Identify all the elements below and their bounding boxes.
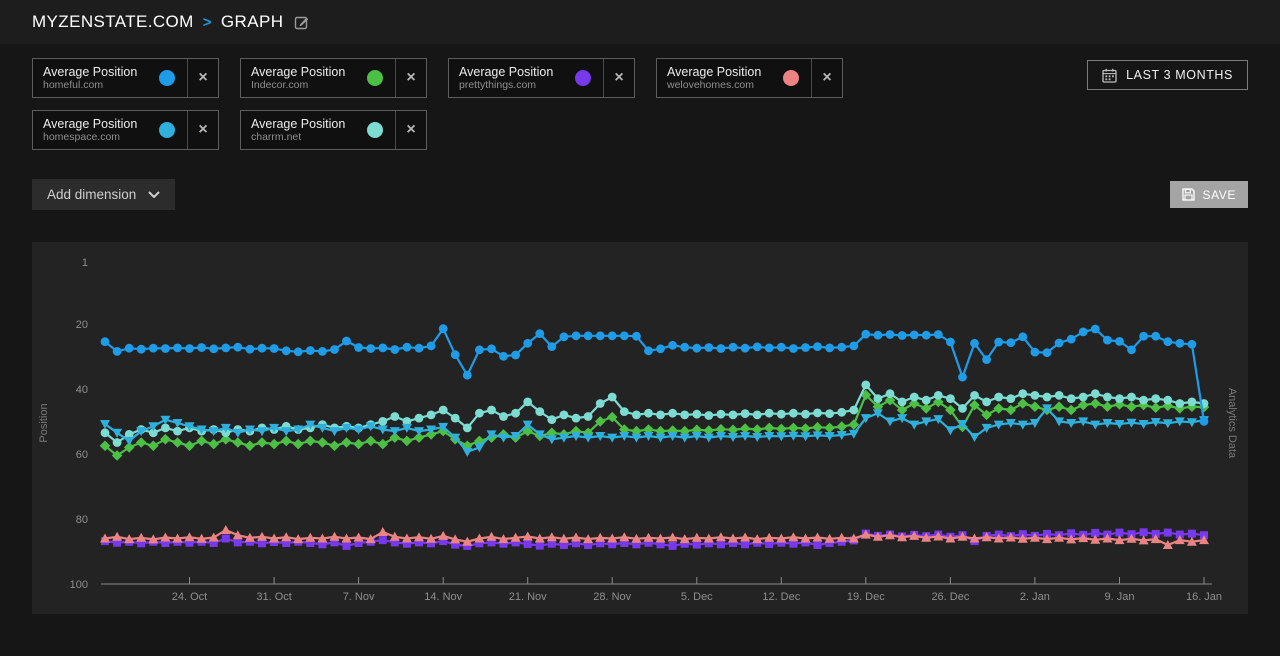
metric-card-charrm.net[interactable]: Average Position charrm.net × [240, 110, 427, 150]
svg-text:21. Nov: 21. Nov [509, 591, 547, 603]
add-dimension-button[interactable]: Add dimension [32, 179, 176, 210]
series-welovehomes.com [100, 525, 1209, 549]
metric-label: Average Position [667, 64, 762, 79]
svg-text:31. Oct: 31. Oct [256, 591, 291, 603]
series-color-dot [367, 122, 383, 138]
svg-text:12. Dec: 12. Dec [762, 591, 800, 603]
positions-line-chart: 1 20 40 60 80 100 24. Oct 31. Oct 7. Nov 14. Nov 2… [38, 257, 1238, 603]
metric-domain: homespace.com [43, 131, 121, 144]
svg-text:40: 40 [76, 384, 88, 396]
save-button[interactable]: SAVE [1170, 181, 1248, 208]
metric-label: Average Position [251, 64, 346, 79]
metric-domain: Indecor.com [251, 79, 309, 92]
remove-metric-button[interactable]: × [603, 59, 634, 97]
breadcrumb-chevron-icon: > [202, 13, 212, 31]
series-color-dot [159, 122, 175, 138]
calendar-icon [1102, 68, 1117, 83]
metric-label: Average Position [43, 64, 138, 79]
chevron-down-icon [148, 191, 160, 198]
svg-text:Position: Position [38, 403, 50, 442]
series-color-dot [783, 70, 799, 86]
metric-label: Average Position [251, 116, 346, 131]
remove-metric-button[interactable]: × [811, 59, 842, 97]
metric-label: Average Position [43, 116, 138, 131]
metric-label: Average Position [459, 64, 554, 79]
series-homeful.com [100, 324, 1209, 426]
svg-text:80: 80 [76, 514, 88, 526]
metric-card-homespace.com[interactable]: Average Position homespace.com × [32, 110, 219, 150]
date-range-button[interactable]: LAST 3 MONTHS [1087, 60, 1248, 90]
svg-text:5. Dec: 5. Dec [681, 591, 713, 603]
metric-domain: prettythings.com [459, 79, 537, 92]
save-label: SAVE [1202, 187, 1236, 202]
series-color-dot [367, 70, 383, 86]
metric-card-homeful.com[interactable]: Average Position homeful.com × [32, 58, 219, 98]
svg-text:Analytics Data: Analytics Data [1226, 388, 1238, 459]
remove-metric-button[interactable]: × [187, 111, 218, 149]
svg-text:19. Dec: 19. Dec [847, 591, 885, 603]
chart-panel: 1 20 40 60 80 100 24. Oct 31. Oct 7. Nov 14. Nov 2… [32, 242, 1248, 614]
page-title: GRAPH [220, 12, 284, 31]
series-color-dot [159, 70, 175, 86]
svg-text:20: 20 [76, 319, 88, 331]
metric-domain: welovehomes.com [667, 79, 754, 92]
metric-domain: charrm.net [251, 131, 302, 144]
metric-card-indecor.com[interactable]: Average Position Indecor.com × [240, 58, 427, 98]
svg-text:1: 1 [82, 257, 88, 269]
svg-text:9. Jan: 9. Jan [1105, 591, 1135, 603]
metric-card-list: Average Position homeful.com × Average Posi… [32, 58, 904, 150]
remove-metric-button[interactable]: × [187, 59, 218, 97]
svg-text:24. Oct: 24. Oct [172, 591, 207, 603]
metric-card-prettythings.com[interactable]: Average Position prettythings.com × [448, 58, 635, 98]
edit-icon[interactable] [294, 14, 310, 30]
svg-text:28. Nov: 28. Nov [593, 591, 631, 603]
add-dimension-label: Add dimension [47, 187, 137, 202]
save-disk-icon [1182, 188, 1196, 201]
svg-text:16. Jan: 16. Jan [1186, 591, 1222, 603]
series-homespace.com [100, 404, 1209, 457]
svg-text:60: 60 [76, 449, 88, 461]
svg-text:7. Nov: 7. Nov [343, 591, 375, 603]
metric-card-welovehomes.com[interactable]: Average Position welovehomes.com × [656, 58, 843, 98]
remove-metric-button[interactable]: × [395, 59, 426, 97]
breadcrumb: MYZENSTATE.COM > GRAPH [32, 12, 310, 32]
svg-text:26. Dec: 26. Dec [931, 591, 969, 603]
series-color-dot [575, 70, 591, 86]
svg-text:100: 100 [70, 579, 88, 591]
svg-text:2. Jan: 2. Jan [1020, 591, 1050, 603]
remove-metric-button[interactable]: × [395, 111, 426, 149]
metric-domain: homeful.com [43, 79, 104, 92]
svg-text:14. Nov: 14. Nov [424, 591, 462, 603]
date-range-label: LAST 3 MONTHS [1126, 68, 1233, 82]
top-bar: MYZENSTATE.COM > GRAPH [0, 0, 1280, 44]
series-indecor.com [99, 389, 1210, 461]
breadcrumb-site[interactable]: MYZENSTATE.COM [32, 12, 194, 31]
